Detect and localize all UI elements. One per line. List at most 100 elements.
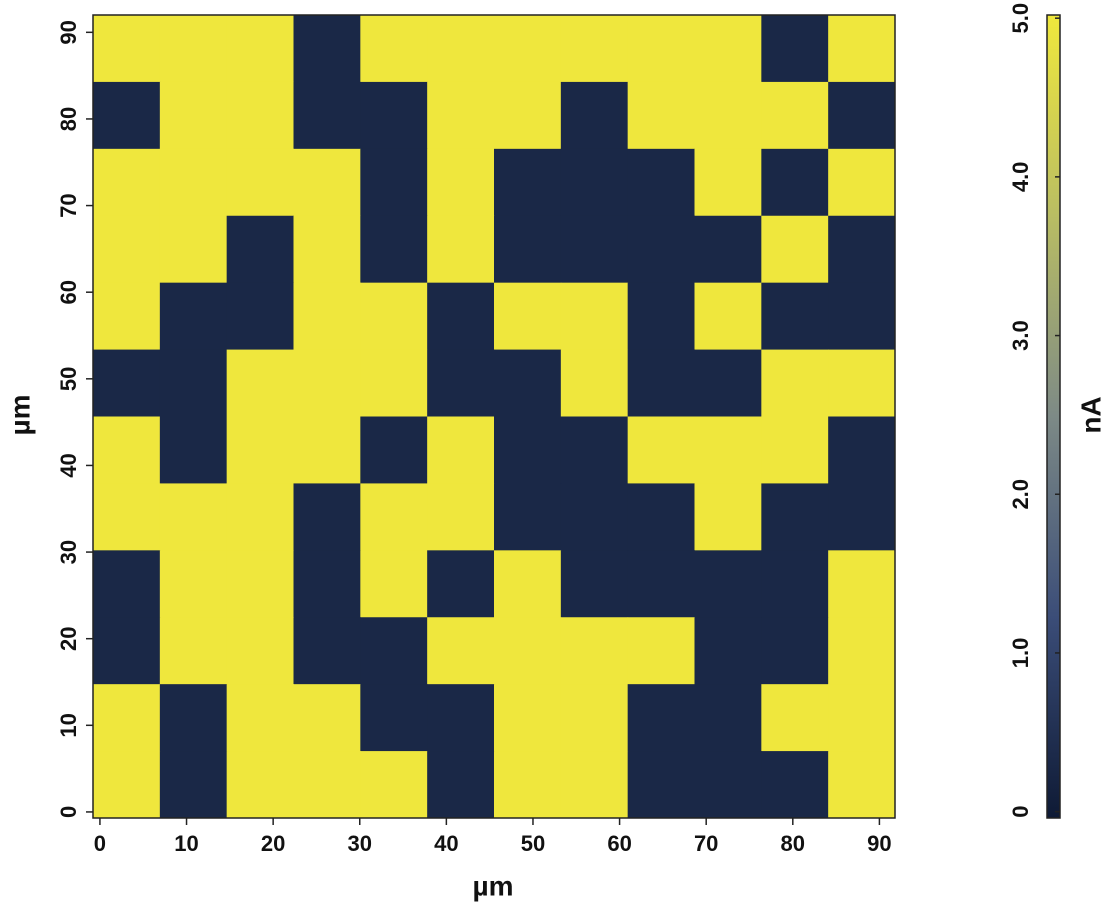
heatmap-cell [93, 81, 161, 150]
heatmap-cell [360, 751, 428, 819]
heatmap-cell [226, 483, 294, 551]
heatmap-cell [761, 483, 829, 551]
heatmap-cell [93, 282, 161, 351]
heatmap-cell [293, 751, 361, 819]
heatmap-cell [159, 215, 228, 284]
heatmap-cell [360, 148, 428, 217]
heatmap-cell [494, 617, 562, 685]
heatmap-cell [761, 81, 829, 150]
colorbar [1046, 14, 1061, 819]
heatmap-cell [694, 282, 762, 351]
heatmap-cell [159, 282, 228, 351]
heatmap-cell [293, 416, 361, 484]
colorbar-label: nA [1075, 396, 1106, 433]
heatmap-cell [159, 81, 228, 150]
heatmap-cell [360, 81, 428, 150]
heatmap-cell [360, 550, 428, 618]
heatmap-cell [627, 751, 695, 819]
x-tick-label: 40 [434, 831, 458, 856]
y-tick-label: 10 [56, 713, 81, 737]
heatmap-cell [293, 483, 361, 551]
heatmap-cell [828, 282, 896, 351]
heatmap-cell [159, 550, 228, 618]
y-tick-label: 30 [56, 540, 81, 564]
heatmap-cell [226, 617, 294, 685]
heatmap-cell [694, 215, 762, 284]
heatmap-cell [560, 15, 629, 83]
heatmap-cell [560, 483, 629, 551]
heatmap-cell [159, 751, 228, 819]
heatmap-cell [761, 416, 829, 484]
x-tick-label: 80 [781, 831, 805, 856]
heatmap-cell [360, 282, 428, 351]
heatmap-cell [293, 550, 361, 618]
heatmap-cell [560, 550, 629, 618]
heatmap-cell [494, 15, 562, 83]
heatmap-cell [293, 15, 361, 83]
x-tick-label: 10 [174, 831, 198, 856]
heatmap-cell [293, 215, 361, 284]
heatmap-cell [293, 349, 361, 417]
y-tick-label: 90 [56, 20, 81, 44]
heatmap-cell [159, 148, 228, 217]
heatmap-cell [226, 550, 294, 618]
heatmap-cell [761, 349, 829, 417]
heatmap-cell [226, 148, 294, 217]
heatmap-cell [627, 282, 695, 351]
heatmap-cell [494, 483, 562, 551]
heatmap-cell [560, 215, 629, 284]
heatmap-cell [293, 282, 361, 351]
heatmap-cell [427, 349, 495, 417]
heatmap-cell [360, 483, 428, 551]
x-tick-label: 0 [94, 831, 106, 856]
heatmap-cell [627, 215, 695, 284]
heatmap-cell [494, 416, 562, 484]
heatmap-cell [761, 550, 829, 618]
heatmap-cell [93, 617, 161, 685]
heatmap-cell [159, 349, 228, 417]
heatmap-cell [761, 148, 829, 217]
y-axis-label: µm [4, 394, 35, 435]
heatmap-cell [560, 751, 629, 819]
x-tick-label: 30 [348, 831, 372, 856]
heatmap-cell [694, 684, 762, 752]
heatmap-cell [494, 684, 562, 752]
heatmap-cell [494, 349, 562, 417]
heatmap-cell [761, 751, 829, 819]
y-tick-label: 60 [56, 280, 81, 304]
heatmap-cell [427, 282, 495, 351]
heatmap-cell [828, 684, 896, 752]
heatmap-cell [427, 15, 495, 83]
heatmap-cell [226, 282, 294, 351]
heatmap-cell [761, 684, 829, 752]
x-tick-label: 60 [607, 831, 631, 856]
heatmap-cell [627, 148, 695, 217]
heatmap-cell [694, 617, 762, 685]
x-tick-label: 20 [261, 831, 285, 856]
heatmap-cell [159, 617, 228, 685]
heatmap-cell [560, 81, 629, 150]
heatmap-cell [828, 416, 896, 484]
x-tick-label: 70 [694, 831, 718, 856]
heatmap-cell [93, 349, 161, 417]
heatmap-cell [560, 349, 629, 417]
heatmap-cell [761, 215, 829, 284]
heatmap-cell [93, 684, 161, 752]
heatmap-cell [828, 81, 896, 150]
heatmap-cell [694, 483, 762, 551]
x-axis-label: µm [472, 870, 513, 901]
heatmap-cell [226, 81, 294, 150]
heatmap-cell [694, 349, 762, 417]
heatmap-cell [828, 550, 896, 618]
heatmap-cell [360, 349, 428, 417]
heatmap-cell [93, 15, 161, 83]
x-tick-label: 90 [867, 831, 891, 856]
heatmap-cell [560, 416, 629, 484]
heatmap-cell [494, 550, 562, 618]
heatmap-cell [627, 349, 695, 417]
heatmap-cell [694, 15, 762, 83]
heatmap-cell [226, 349, 294, 417]
y-tick-label: 70 [56, 193, 81, 217]
heatmap-cell [293, 617, 361, 685]
